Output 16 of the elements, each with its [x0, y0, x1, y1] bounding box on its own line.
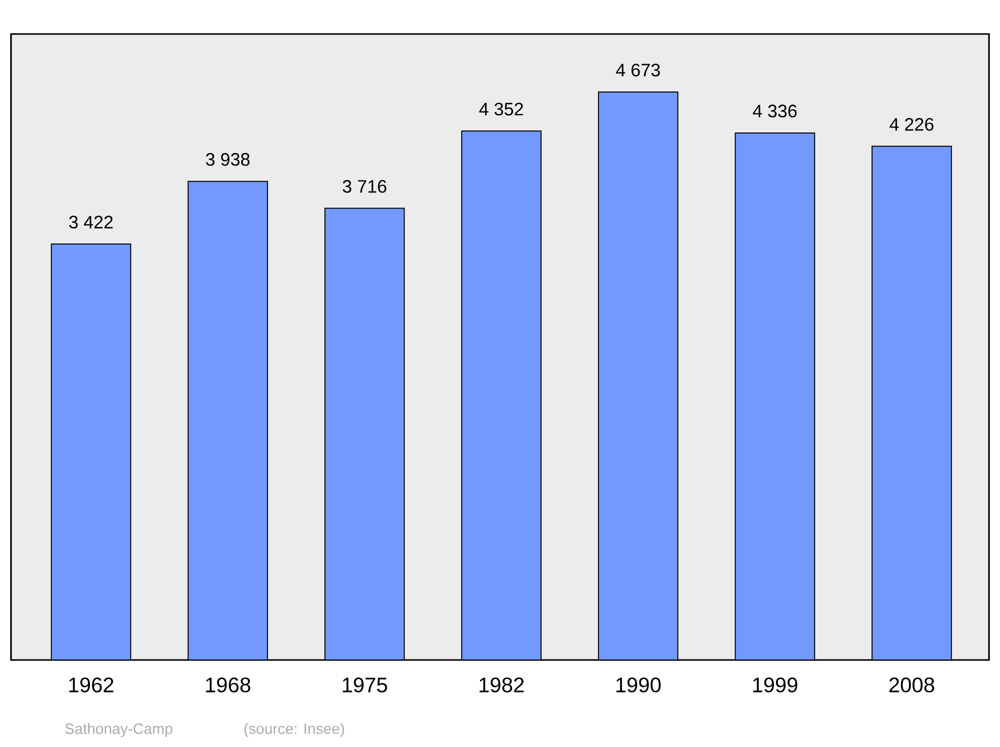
x-tick-label: 1962: [69, 678, 114, 692]
data-label: 3 422: [69, 216, 113, 229]
data-label: 4 673: [616, 64, 660, 76]
data-label: 4 226: [890, 118, 934, 131]
x-tick-label: 1999: [753, 678, 798, 692]
x-tick-label: 1982: [480, 678, 524, 692]
data-label: 3 938: [206, 153, 250, 166]
data-label: 3 716: [342, 180, 386, 193]
x-tick-label: 1975: [342, 678, 388, 692]
x-tick-label: 1990: [616, 678, 661, 692]
data-label: 4 352: [479, 102, 523, 116]
text: (source: Insee): [244, 723, 344, 737]
data-label: 4 336: [752, 104, 797, 118]
text: Sathonay-Camp: [65, 723, 172, 737]
x-tick-label: 2008: [889, 678, 934, 692]
x-tick-label: 1968: [206, 678, 250, 692]
